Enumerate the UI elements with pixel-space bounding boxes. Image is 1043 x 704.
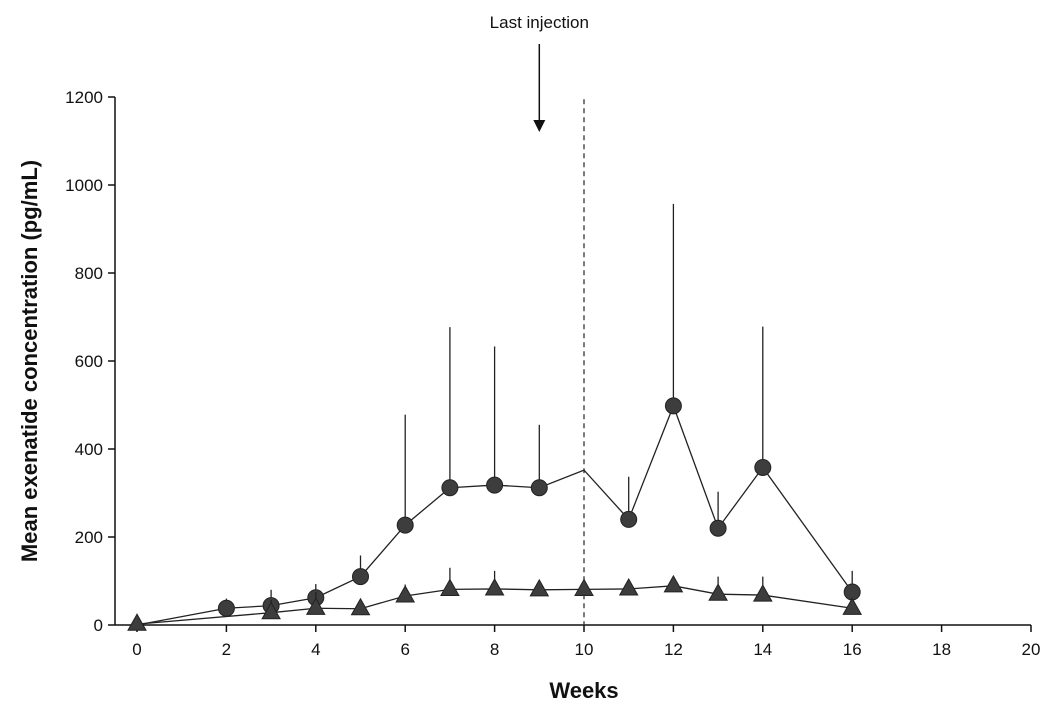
data-point-triangle xyxy=(708,583,728,601)
annotation-label: Last injection xyxy=(490,13,589,32)
data-point-circle xyxy=(754,458,772,476)
data-point-circle xyxy=(217,599,235,617)
y-axis-ticks: 0 200 400 600 800 1000 1200 xyxy=(65,88,115,635)
x-tick-label: 16 xyxy=(843,640,862,659)
y-tick-label: 1200 xyxy=(65,88,103,107)
y-tick-label: 600 xyxy=(75,352,103,371)
x-axis-title: Weeks xyxy=(549,678,618,703)
y-tick-label: 800 xyxy=(75,264,103,283)
series-circle xyxy=(136,203,861,626)
annotation-arrow-head xyxy=(533,120,546,132)
data-point-triangle xyxy=(395,585,416,603)
data-point-triangle xyxy=(484,577,505,596)
data-point-circle xyxy=(530,479,548,497)
data-point-triangle xyxy=(350,597,371,616)
data-point-circle xyxy=(709,519,727,537)
x-tick-label: 4 xyxy=(311,640,320,659)
data-point-triangle xyxy=(842,597,863,615)
x-axis-ticks: 0 2 4 6 8 10 12 14 16 18 20 xyxy=(132,625,1040,659)
x-tick-label: 20 xyxy=(1022,640,1041,659)
y-tick-label: 1000 xyxy=(65,176,103,195)
data-point-triangle xyxy=(574,578,594,596)
x-tick-label: 8 xyxy=(490,640,499,659)
series-group xyxy=(127,203,863,631)
data-point-triangle xyxy=(440,578,460,596)
x-tick-label: 0 xyxy=(132,640,141,659)
x-tick-label: 2 xyxy=(222,640,231,659)
y-tick-label: 400 xyxy=(75,440,103,459)
axes xyxy=(114,97,1031,626)
data-point-triangle xyxy=(618,577,639,596)
data-point-triangle xyxy=(261,601,281,620)
data-point-circle xyxy=(486,476,504,494)
series-line xyxy=(136,585,853,625)
data-point-circle xyxy=(664,397,682,415)
x-tick-label: 10 xyxy=(575,640,594,659)
data-point-triangle xyxy=(663,574,684,593)
data-point-circle xyxy=(352,568,369,586)
x-tick-label: 18 xyxy=(932,640,951,659)
y-axis-title: Mean exenatide concentration (pg/mL) xyxy=(17,160,42,562)
x-tick-label: 12 xyxy=(664,640,683,659)
data-point-circle xyxy=(441,479,459,497)
annotation-group: Last injection xyxy=(490,13,589,132)
data-point-triangle xyxy=(752,584,773,602)
data-point-circle xyxy=(620,510,638,528)
data-point-triangle xyxy=(305,597,326,615)
data-point-triangle xyxy=(529,578,550,597)
x-tick-label: 6 xyxy=(400,640,409,659)
x-tick-label: 14 xyxy=(753,640,772,659)
data-point-circle xyxy=(396,516,414,534)
data-point-triangle xyxy=(127,613,147,631)
series-triangle xyxy=(127,567,863,631)
y-tick-label: 0 xyxy=(94,616,103,635)
y-tick-label: 200 xyxy=(75,528,103,547)
